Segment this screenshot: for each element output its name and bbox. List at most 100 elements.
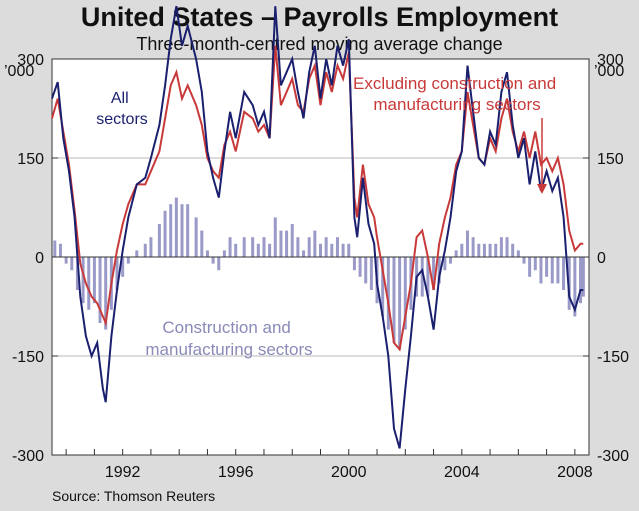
construction-bar-1 xyxy=(58,243,62,257)
construction-bar-20 xyxy=(174,197,178,257)
ytick-left-label-1: -150 xyxy=(12,349,44,366)
construction-bar-22 xyxy=(186,204,190,257)
construction-bar-9 xyxy=(104,257,108,330)
ytick-right-label-3: 150 xyxy=(597,151,624,168)
construction-bar-87 xyxy=(562,257,566,290)
all-sectors-line xyxy=(51,6,584,449)
construction-bar-49 xyxy=(347,243,351,257)
ytick-left-label-2: 0 xyxy=(35,250,44,267)
construction-bar-83 xyxy=(539,257,543,284)
excl-label-line1: Excluding construction and xyxy=(353,74,556,93)
construction-bar-58 xyxy=(398,257,402,350)
ytick-right-label-2: 0 xyxy=(597,250,606,267)
construction-bar-17 xyxy=(157,224,161,257)
construction-bar-36 xyxy=(273,217,277,257)
construction-bar-23 xyxy=(194,217,198,257)
ytick-left-label-0: -300 xyxy=(12,448,44,465)
ytick-left-label-3: 150 xyxy=(17,151,44,168)
construction-bar-91 xyxy=(581,257,585,297)
ytick-right-label-4: 300 xyxy=(597,52,624,69)
all-label-line1: All xyxy=(111,90,129,107)
construction-bar-26 xyxy=(211,257,215,264)
construction-bar-84 xyxy=(545,257,549,277)
construction-bar-48 xyxy=(341,243,345,257)
construction-bar-81 xyxy=(528,257,532,277)
xtick-label-4: 2008 xyxy=(557,464,593,481)
construction-bar-6 xyxy=(87,257,91,310)
xtick-label-3: 2004 xyxy=(444,464,480,481)
construction-bar-25 xyxy=(205,250,209,257)
construction-bar-76 xyxy=(499,237,503,257)
construction-bar-80 xyxy=(522,257,526,264)
construction-bar-53 xyxy=(369,257,373,290)
construction-bar-65 xyxy=(437,257,441,284)
source-note: Source: Thomson Reuters xyxy=(52,488,216,504)
construction-bar-41 xyxy=(302,250,306,257)
construction-bar-12 xyxy=(121,257,125,277)
construction-bar-43 xyxy=(313,230,317,257)
construction-bar-28 xyxy=(222,250,226,257)
construction-bar-33 xyxy=(256,243,260,257)
excl-construction-line xyxy=(51,45,584,352)
construction-bar-15 xyxy=(143,243,147,257)
construction-bar-0 xyxy=(53,240,57,257)
construction-bar-38 xyxy=(285,230,289,257)
construction-bar-21 xyxy=(180,204,184,257)
construction-bar-69 xyxy=(460,243,464,257)
xtick-label-1: 1996 xyxy=(218,464,254,481)
construction-bar-34 xyxy=(262,237,266,257)
construction-bars xyxy=(53,197,585,350)
xtick-label-2: 2000 xyxy=(331,464,367,481)
construction-bar-89 xyxy=(573,257,577,317)
construction-bar-31 xyxy=(242,237,246,257)
construction-bar-13 xyxy=(126,257,130,264)
construction-bar-29 xyxy=(228,237,232,257)
construction-bar-37 xyxy=(279,230,283,257)
construction-bar-67 xyxy=(449,257,453,264)
construction-bar-74 xyxy=(488,243,492,257)
construction-bar-68 xyxy=(454,250,458,257)
construction-bar-62 xyxy=(420,257,424,297)
construction-bar-42 xyxy=(307,237,311,257)
chart-subtitle: Three-month-centred moving average chang… xyxy=(136,34,503,54)
construction-bar-27 xyxy=(217,257,221,271)
ytick-right-label-0: -300 xyxy=(597,448,629,465)
construction-bar-5 xyxy=(81,257,85,304)
construction-bar-18 xyxy=(163,210,167,257)
y-axis-left: -300 -150 0 150 300 xyxy=(12,52,58,465)
construction-bar-66 xyxy=(443,257,447,271)
construction-bar-11 xyxy=(115,257,119,290)
construction-bar-72 xyxy=(477,243,481,257)
construction-bar-47 xyxy=(335,237,339,257)
construction-bar-45 xyxy=(324,237,328,257)
construction-bar-90 xyxy=(579,257,583,304)
construction-bar-8 xyxy=(98,257,102,323)
construction-bar-79 xyxy=(516,250,520,257)
x-axis: 1992 1996 2000 2004 2008 xyxy=(65,449,593,481)
construction-bar-50 xyxy=(352,257,356,271)
all-label-line2: sectors xyxy=(96,111,148,128)
construction-bar-70 xyxy=(465,230,469,257)
construction-bar-46 xyxy=(330,243,334,257)
construction-bar-75 xyxy=(494,243,498,257)
construction-bar-39 xyxy=(290,224,294,257)
construction-bar-24 xyxy=(200,230,204,257)
construction-bar-55 xyxy=(381,257,385,317)
construction-bar-30 xyxy=(234,243,238,257)
ytick-left-label-4: 300 xyxy=(17,52,44,69)
construction-bar-78 xyxy=(511,243,515,257)
construction-bar-59 xyxy=(403,257,407,330)
y-axis-right: -300 -150 0 150 300 xyxy=(583,52,629,465)
construction-bar-57 xyxy=(392,257,396,343)
cons-label-line2: manufacturing sectors xyxy=(145,340,312,359)
construction-bar-32 xyxy=(251,237,255,257)
unit-label-left: ’000 xyxy=(4,63,34,80)
all-sectors-label: All sectors xyxy=(96,90,148,128)
cons-label-line1: Construction and xyxy=(162,318,291,337)
construction-bar-7 xyxy=(92,257,96,304)
ytick-right-label-1: -150 xyxy=(597,349,629,366)
xtick-label-0: 1992 xyxy=(105,464,141,481)
construction-bar-40 xyxy=(296,237,300,257)
construction-bar-3 xyxy=(70,257,74,271)
